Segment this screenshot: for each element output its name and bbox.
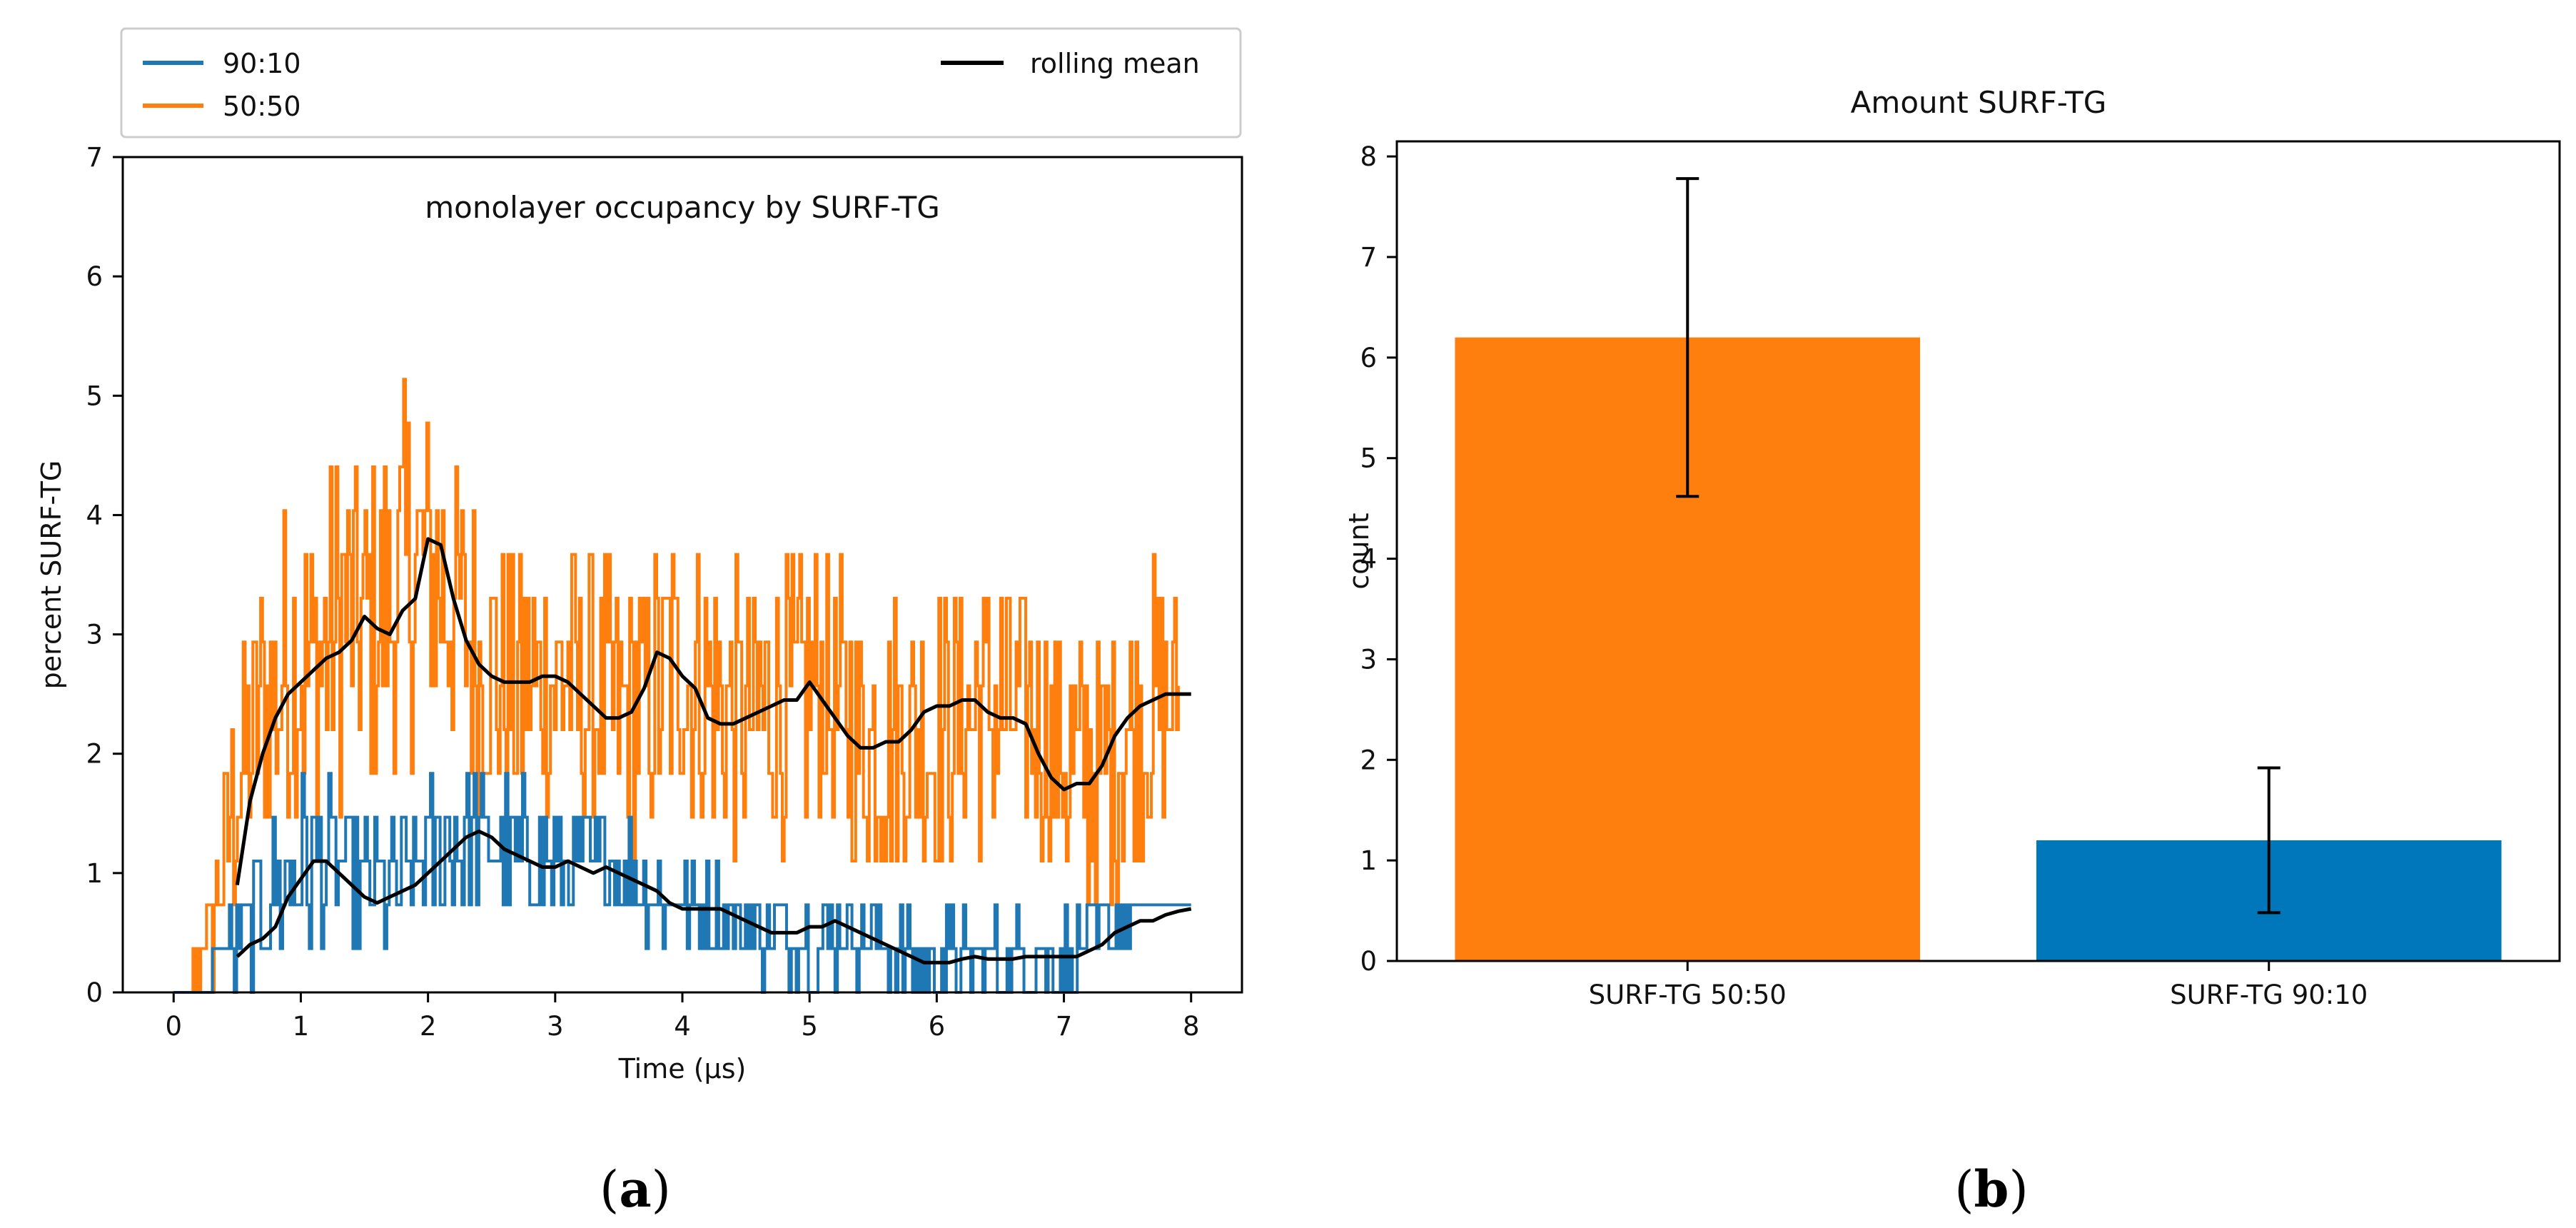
y-tick-label: 7 (86, 142, 103, 173)
y-axis-label: count (1343, 513, 1375, 589)
x-tick-label: 6 (929, 1011, 946, 1042)
y-tick-label: 1 (86, 858, 103, 889)
bars (1455, 177, 2502, 961)
axis-ticks: 0 1 2 3 4 5 6 7 8 SURF-TG 50:50 SURF-TG 90:10 (1360, 141, 2368, 1010)
y-tick-label: 2 (1360, 745, 1377, 775)
legend-label-rolling-mean: rolling mean (1030, 48, 1200, 79)
x-tick-label: 2 (420, 1011, 437, 1042)
y-tick-label: 1 (1360, 845, 1377, 876)
y-axis-label: percent SURF-TG (36, 460, 67, 690)
x-axis-label: Time (µs) (618, 1053, 747, 1084)
rolling-mean-line-9010 (236, 829, 1192, 965)
x-tick-label: 1 (293, 1011, 310, 1042)
y-tick-label: 0 (86, 977, 103, 1008)
axis-ticks: 0 1 2 3 4 5 6 7 8 0 1 2 3 4 5 6 7 (86, 142, 1199, 1042)
chart-title: monolayer occupancy by SURF-TG (425, 190, 940, 225)
y-tick-label: 8 (1360, 141, 1377, 172)
x-tick-label: 3 (547, 1011, 564, 1042)
plot-series (173, 378, 1192, 994)
y-tick-label: 4 (86, 500, 103, 530)
panel-caption-b: (b) (1954, 1159, 2029, 1219)
y-tick-label: 5 (86, 381, 103, 411)
plot-frame (121, 156, 1243, 994)
x-tick-label: SURF-TG 90:10 (2170, 980, 2368, 1010)
panel-letter-a: a (619, 1159, 651, 1219)
y-tick-label: 5 (1360, 443, 1377, 474)
x-tick-label: 7 (1056, 1011, 1073, 1042)
legend-label-9010: 90:10 (223, 48, 301, 79)
y-tick-label: 2 (86, 739, 103, 770)
y-tick-label: 4 (1360, 544, 1377, 575)
x-tick-label: 4 (674, 1011, 691, 1042)
series-line-5050 (173, 378, 1180, 994)
panel-a-line-chart: 90:10 50:50 rolling mean 0 1 2 3 4 5 6 7 8 0 1 2 3 4 5… (36, 27, 1243, 1219)
y-tick-label: 0 (1360, 946, 1377, 977)
chart-title: Amount SURF-TG (1851, 85, 2107, 120)
y-tick-label: 6 (86, 261, 103, 292)
panel-caption-a: (a) (600, 1159, 671, 1219)
panel-b-bar-chart: 0 1 2 3 4 5 6 7 8 SURF-TG 50:50 SURF-TG 90:10 Amou… (1343, 85, 2561, 1219)
x-tick-label: 8 (1183, 1011, 1200, 1042)
plot-frame (1395, 140, 2561, 962)
y-tick-label: 3 (1360, 644, 1377, 675)
legend-label-5050: 50:50 (223, 91, 301, 122)
y-tick-label: 6 (1360, 343, 1377, 373)
panel-letter-b: b (1974, 1159, 2009, 1219)
legend-frame (120, 27, 1242, 139)
x-tick-label: 0 (165, 1011, 182, 1042)
legend: 90:10 50:50 rolling mean (120, 27, 1242, 139)
y-tick-label: 3 (86, 620, 103, 650)
rolling-mean-line-5050 (235, 537, 1191, 885)
x-tick-label: SURF-TG 50:50 (1589, 980, 1787, 1010)
y-tick-label: 7 (1360, 242, 1377, 273)
x-tick-label: 5 (801, 1011, 818, 1042)
